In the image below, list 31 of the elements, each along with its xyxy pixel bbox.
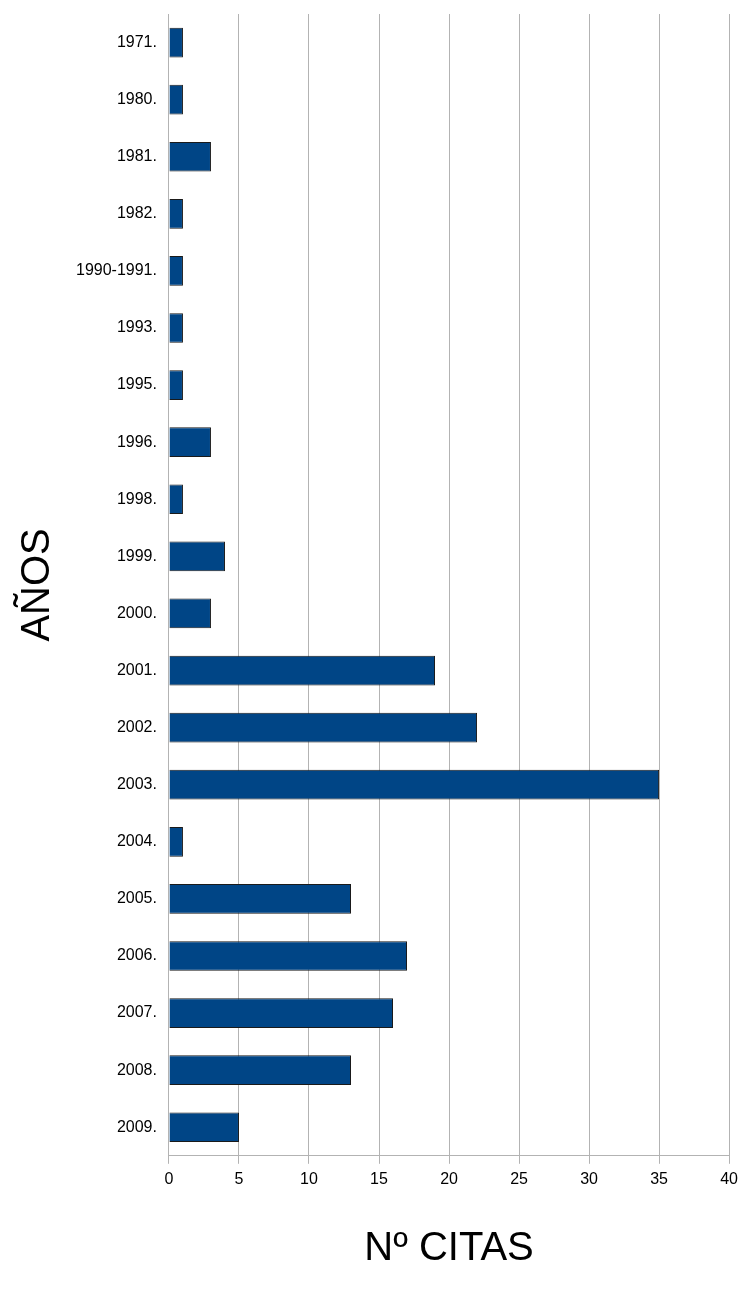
y-tick-label: 1982. — [116, 204, 157, 222]
y-tick-label: 2000. — [116, 603, 157, 621]
x-axis-title: Nº CITAS — [364, 1224, 534, 1269]
x-tick-label: 35 — [650, 1169, 669, 1187]
y-tick-label: 1971. — [116, 32, 157, 50]
x-tick-label: 5 — [234, 1169, 244, 1187]
y-tick-label: 2004. — [116, 832, 157, 850]
y-axis-title: AÑOS — [13, 528, 58, 642]
x-tick-label: 40 — [720, 1169, 739, 1187]
y-tick-label: 2001. — [116, 660, 157, 678]
y-tick-label: 1980. — [116, 90, 157, 108]
y-tick-label: 2006. — [116, 946, 157, 964]
x-tick-label: 25 — [510, 1169, 529, 1187]
y-tick-label: 2008. — [116, 1060, 157, 1078]
y-tick-label: 2003. — [116, 775, 157, 793]
y-tick-label: 1996. — [116, 432, 157, 450]
y-tick-label: 1981. — [116, 147, 157, 165]
y-tick-label: 1995. — [116, 375, 157, 393]
y-tick-label: 1998. — [116, 489, 157, 507]
x-tick-label: 20 — [440, 1169, 459, 1187]
y-tick-label: 2002. — [116, 718, 157, 736]
x-tick-label: 15 — [370, 1169, 389, 1187]
x-tick-label: 0 — [164, 1169, 174, 1187]
y-tick-label: 1999. — [116, 546, 157, 564]
y-tick-label: 2009. — [116, 1117, 157, 1135]
y-tick-label: 1993. — [116, 318, 157, 336]
x-tick-label: 10 — [300, 1169, 318, 1187]
y-tick-label: 2007. — [116, 1003, 157, 1021]
x-tick-label: 30 — [580, 1169, 599, 1187]
y-tick-label: 2005. — [116, 889, 157, 907]
y-tick-label: 1990-1991. — [75, 261, 157, 279]
